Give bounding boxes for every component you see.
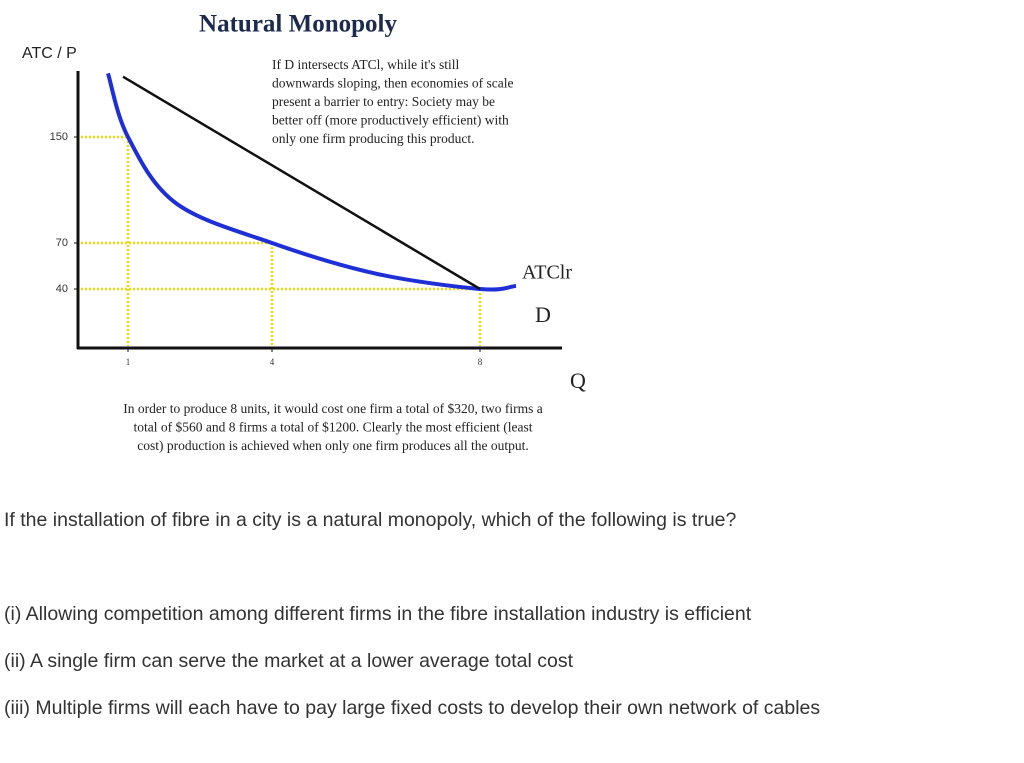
series-line [106,72,517,292]
annotation: present a barrier to entry: Society may … [272,94,495,109]
annotation: better off (more productively efficient)… [272,113,509,128]
x-tick-label: 4 [270,357,275,367]
series-line [122,75,481,291]
option: (ii) A single firm can serve the market … [4,650,573,672]
series-label: D [535,302,551,327]
x-tick-label: 1 [126,357,131,367]
question: If the installation of fibre in a city i… [4,509,737,531]
y-tick-label: 150 [50,131,68,143]
annotation: If D intersects ATCl, while it's still [272,57,460,72]
caption: total of $560 and 8 firms a total of $12… [133,420,532,435]
y-axis-label: ATC / P [22,45,77,62]
y-tick-label: 70 [56,237,68,249]
option: (iii) Multiple firms will each have to p… [4,697,821,719]
chart-title: Natural Monopoly [199,11,397,38]
caption: cost) production is achieved when only o… [137,438,528,453]
x-axis-label: Q [570,368,586,393]
caption: In order to produce 8 units, it would co… [123,401,543,416]
chart: Natural Monopoly ATC / P Q 150 70 40 1 4 8 ATC… [22,11,586,453]
annotation: only one firm producing this product. [272,131,474,146]
y-tick-label: 40 [56,283,68,295]
option: (i) Allowing competition among different… [4,603,752,625]
x-tick-label: 8 [478,357,483,367]
annotation: downwards sloping, then economies of sca… [272,76,513,91]
series-label: ATClr [522,262,572,284]
